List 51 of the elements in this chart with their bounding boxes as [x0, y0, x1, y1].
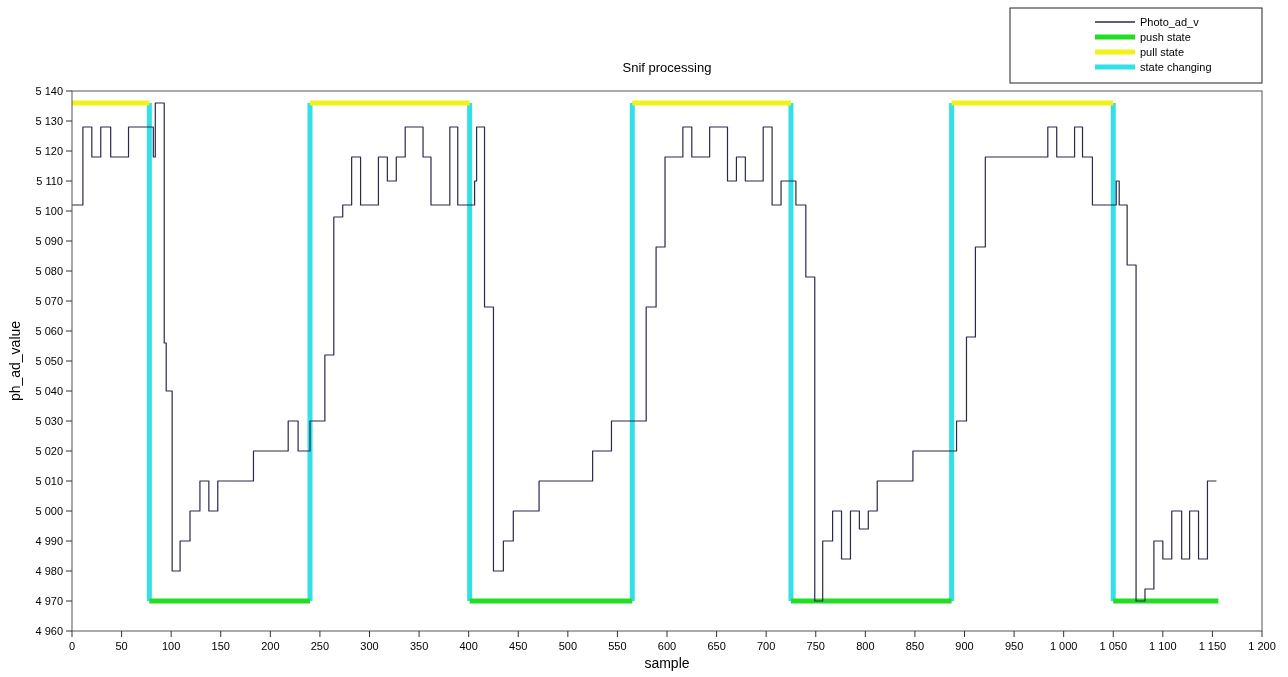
y-tick-label: 5 100	[35, 205, 63, 217]
y-tick-label: 5 070	[35, 295, 63, 307]
legend-label: Photo_ad_v	[1140, 16, 1200, 28]
x-axis-title: sample	[644, 655, 690, 671]
x-tick-label: 1 100	[1149, 640, 1177, 652]
y-tick-label: 5 140	[35, 85, 63, 97]
y-tick-label: 5 030	[35, 415, 63, 427]
y-tick-label: 5 120	[35, 145, 63, 157]
x-tick-label: 350	[409, 640, 429, 652]
legend-label: push state	[1140, 31, 1191, 43]
x-tick-label: 450	[509, 640, 528, 652]
x-tick-label: 900	[955, 640, 974, 652]
x-tick-label: 800	[856, 640, 875, 652]
y-tick-label: 4 960	[35, 625, 63, 637]
y-axis-title: ph_ad_value	[7, 320, 23, 402]
y-tick-label: 5 040	[35, 385, 63, 397]
x-tick-label: 500	[558, 640, 578, 652]
x-tick-label: 750	[806, 640, 825, 652]
x-tick-label: 1 200	[1248, 640, 1276, 652]
x-tick-label: 550	[608, 640, 627, 652]
x-tick-label: 1 050	[1099, 640, 1128, 652]
y-tick-label: 5 000	[35, 505, 63, 517]
y-tick-label: 4 980	[35, 565, 63, 577]
y-tick-label: 5 010	[35, 475, 63, 487]
y-tick-label: 4 990	[35, 535, 63, 547]
x-tick-label: 400	[459, 640, 478, 652]
x-tick-label: 850	[905, 640, 925, 652]
x-tick-label: 50	[115, 640, 128, 652]
y-tick-label: 5 060	[35, 325, 63, 337]
chart-title: Snif processing	[622, 60, 712, 75]
x-tick-label: 100	[161, 640, 181, 652]
y-tick-label: 5 130	[35, 115, 63, 127]
y-tick-label: 4 970	[35, 595, 63, 607]
y-tick-label: 5 020	[35, 445, 63, 457]
x-tick-label: 0	[68, 640, 76, 652]
x-tick-label: 1 150	[1198, 640, 1227, 652]
legend-label: state changing	[1140, 61, 1212, 73]
x-tick-label: 950	[1004, 640, 1024, 652]
x-tick-label: 700	[756, 640, 776, 652]
y-tick-label: 5 050	[35, 355, 63, 367]
y-tick-label: 5 090	[35, 235, 63, 247]
x-tick-label: 200	[261, 640, 280, 652]
y-tick-label: 5 110	[36, 175, 63, 187]
x-tick-label: 600	[657, 640, 677, 652]
x-tick-label: 1 000	[1049, 640, 1078, 652]
legend-label: pull state	[1140, 46, 1185, 58]
x-tick-label: 650	[707, 640, 726, 652]
x-tick-label: 300	[360, 640, 379, 652]
y-tick-label: 5 080	[35, 265, 63, 277]
x-tick-label: 150	[211, 640, 230, 652]
x-tick-label: 250	[310, 640, 330, 652]
